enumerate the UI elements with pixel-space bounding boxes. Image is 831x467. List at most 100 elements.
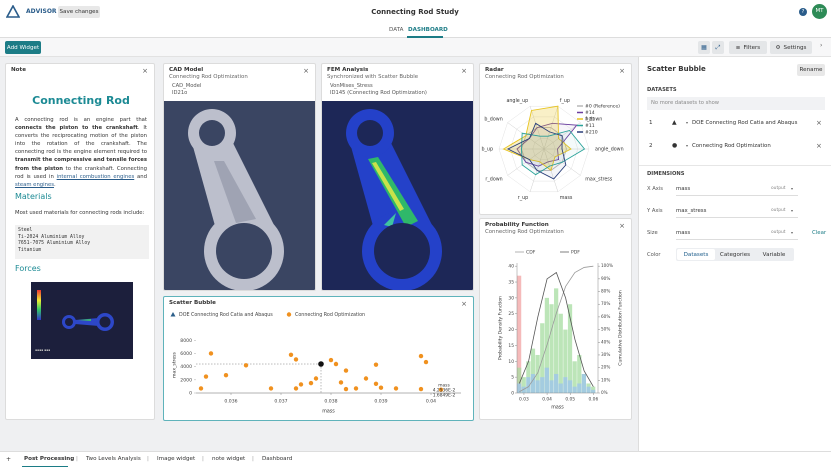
tab[interactable]: Dashboard [262,456,293,462]
avatar[interactable]: MT [812,4,827,19]
link[interactable]: internal combustion engines [56,173,135,180]
add-widget-button[interactable]: Add Widget [5,41,41,54]
tab[interactable]: note widget [212,456,246,462]
color-label: Color [647,252,661,258]
histogram-bar [517,367,522,393]
tab-active[interactable]: Post Processing [24,456,75,462]
x-tick-label: 0.036 [224,399,237,405]
text: . It converts the reciprocating motion o… [15,125,147,156]
scatter-point [373,381,379,386]
scatter-point [343,368,349,373]
histogram-bar [526,361,531,393]
close-icon[interactable]: × [619,222,625,230]
scatter-point [418,353,424,359]
x-tick-label: 0.037 [274,399,287,405]
tab[interactable]: DATA [389,27,404,33]
legend-label: #11 [585,123,595,129]
remove-icon[interactable]: × [816,119,822,127]
bold-text: transmit the compressive and tensile for… [15,157,147,172]
x-tick-label: 0.038 [324,399,337,405]
dimension-kind: output [771,230,786,235]
close-icon[interactable]: × [461,300,467,308]
top-bar: ADVISOR Save changes Connecting Rod Stud… [0,0,831,24]
axis-label: angle_up [506,98,528,104]
x-tick-label: 0.04 [426,399,436,405]
y2-tick-label: 20% [601,365,610,370]
histogram-bar [526,377,531,393]
svg-text:▪▪▪▪ ▪▪▪: ▪▪▪▪ ▪▪▪ [35,348,50,352]
help-icon[interactable]: ? [799,8,807,16]
separator: | [147,456,149,462]
tab-active[interactable]: DASHBOARD [408,27,448,33]
dimension-value[interactable]: mass [676,230,691,236]
dropdown-caret: ▾ [686,120,689,125]
dropdown-caret: ▾ [791,230,794,235]
add-tab[interactable]: + [6,456,12,463]
close-icon[interactable]: × [461,67,467,75]
result-name: VonMises_Stress [330,83,373,89]
dimension-value[interactable]: max_stress [676,208,707,214]
histogram-bar [563,377,568,393]
histogram-bar [567,380,573,393]
grid-icon[interactable]: ▦ [698,41,710,54]
expand-icon[interactable]: ⤢ [712,41,724,54]
color-option[interactable]: Categories [719,251,751,258]
bottom-tabs: + Post Processing Two Levels Analysis | Ima… [0,451,831,467]
forces-heading: Forces [15,264,41,273]
tab[interactable]: Image widget [157,456,196,462]
histogram-bar [517,275,522,393]
histogram-bar [540,377,545,393]
widget-title: FEM Analysis [327,67,369,73]
y-tick-label: 25 [508,311,514,317]
close-icon[interactable]: × [142,67,148,75]
y-tick-label: 40 [508,264,514,270]
rename-button[interactable]: Rename [797,64,825,76]
more-icon[interactable]: › [820,42,823,49]
dimension-label: Size [647,230,658,236]
link[interactable]: steam engines [15,181,55,188]
materials-heading: Materials [15,192,52,201]
legend-label: #210 [585,130,598,136]
close-icon[interactable]: × [303,67,309,75]
close-icon[interactable]: × [619,67,625,75]
note-widget: Note × Connecting Rod A connecting rod i… [5,63,155,420]
tab[interactable]: Two Levels Analysis [86,456,141,462]
y-tick-label: 0 [511,391,514,397]
filters-button[interactable]: ≡ Filters [729,41,767,54]
cad-image [164,101,315,290]
material-line: 7651-7075 Aluminium Alloy [18,241,91,246]
remove-icon[interactable]: × [816,142,822,150]
scatter-point [343,386,349,392]
dropdown-caret: ▾ [791,208,794,213]
scatter-point [288,352,294,357]
highlighted-point [318,361,324,367]
scatter-point [373,362,379,367]
toolbar: Add Widget ▦ ⤢ ≡ Filters ⚙ Settings › [0,38,831,57]
color-option[interactable]: Variable [762,251,786,258]
axis-label: f_up [560,98,570,104]
color-toggle: Datasets Categories Variable [676,248,794,261]
settings-button[interactable]: ⚙ Settings [770,41,812,54]
save-button[interactable]: Save changes [58,6,100,18]
scatter-point [208,351,214,356]
fem-image [322,101,473,290]
scatter-point [438,387,444,392]
scatter-point [393,386,399,391]
widget-title: Scatter Bubble [169,300,216,306]
clear-link[interactable]: Clear [812,230,827,236]
scatter-point [328,357,334,363]
dimension-kind: output [771,186,786,191]
scatter-point [378,385,384,390]
dimension-value[interactable]: mass [676,186,691,192]
histogram-chart: 0 5 10 15 20 25 30 35 40 0% 10% 20% 30% 40% 50% 60% 70% 8… [498,250,624,411]
note-paragraph: A connecting rod is an engine part that … [15,116,147,189]
histogram-bar [581,373,587,393]
scatter-point [338,380,344,385]
legend-label: Connecting Rod Optimization [295,312,365,318]
x-tick-label: 0.04 [542,397,552,403]
dataset-index: 2 [649,143,653,149]
color-option[interactable]: Datasets [677,249,715,260]
result-id: ID145 (Connecting Rod Optimization) [330,90,427,96]
dimension-label: Y Axis [647,208,663,214]
